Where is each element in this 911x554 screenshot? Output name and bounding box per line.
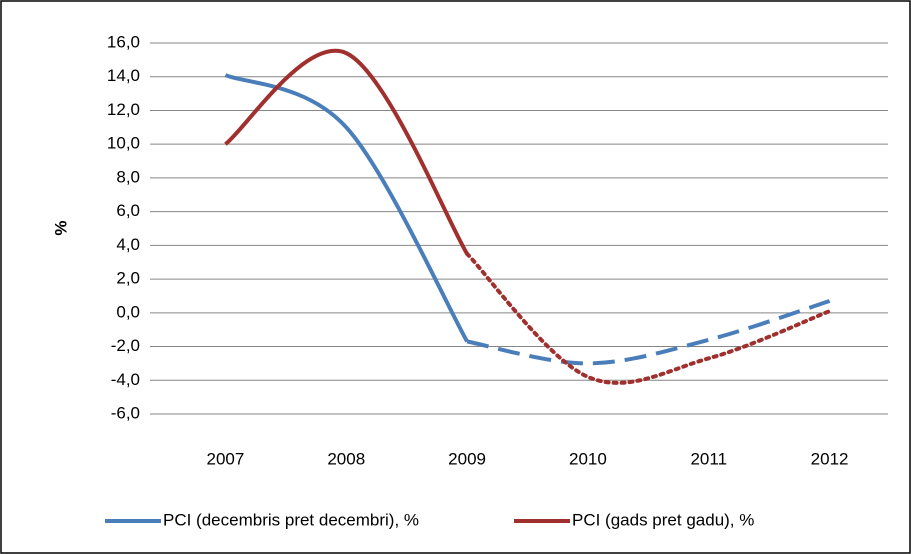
y-tick-label: -6,0 [111,403,140,422]
series-line [224,48,469,255]
series-line [224,73,469,343]
x-tick-label: 2011 [690,449,727,468]
series-line [465,251,832,385]
y-tick-label: -4,0 [111,370,140,389]
y-tick-label: 4,0 [116,235,140,254]
y-tick-label: 12,0 [107,100,140,119]
legend-label: PCI (decembris pret decembri), % [163,510,419,529]
y-tick-label: 10,0 [107,134,140,153]
x-tick-label: 2012 [811,449,849,468]
y-tick-label: 14,0 [107,66,140,85]
y-tick-label: 8,0 [116,167,140,186]
x-tick-label: 2007 [207,449,245,468]
x-tick-label: 2010 [569,449,607,468]
legend-label: PCI (gads pret gadu), % [572,510,754,529]
x-tick-label: 2009 [448,449,486,468]
y-axis-label: % [51,220,70,235]
y-tick-label: 0,0 [116,302,140,321]
x-tick-label: 2008 [327,449,365,468]
y-tick-label: 2,0 [116,269,140,288]
y-tick-label: -2,0 [111,336,140,355]
y-tick-label: 16,0 [107,32,140,51]
y-tick-label: 6,0 [116,201,140,220]
